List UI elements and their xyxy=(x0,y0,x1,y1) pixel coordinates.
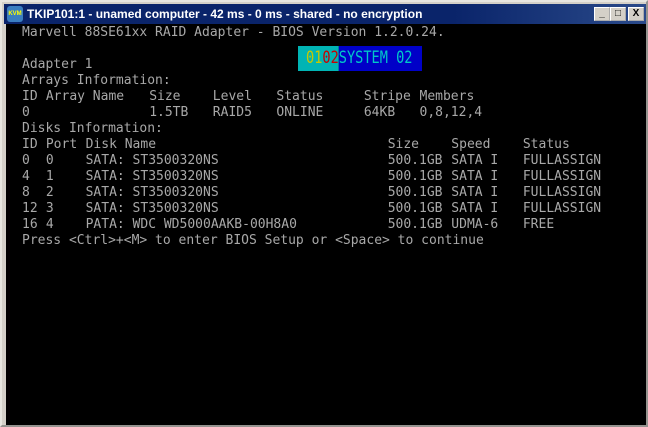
disk-row: 4 1 SATA: ST3500320NS 500.1GB SATA I FULLASSI… xyxy=(22,169,642,185)
array-row-cell: 64KB xyxy=(363,105,396,120)
disks-header-cell: Status xyxy=(522,137,570,152)
disk-row-cell: 0 xyxy=(22,153,30,168)
disk-row-cell: 500.1GB xyxy=(387,201,443,216)
array-row-cell: 0 xyxy=(22,105,30,120)
disk-row-cell: SATA I xyxy=(451,153,499,168)
disk-row-cell: 16 xyxy=(22,217,38,232)
badge-part1: 01 xyxy=(298,46,323,71)
arrays-header-cell: Level xyxy=(212,89,252,104)
disks-header-cell: ID xyxy=(22,137,38,152)
array-row-cell: RAID5 xyxy=(212,105,252,120)
disk-row-cell: FULLASSIGN xyxy=(522,153,602,168)
arrays-header-cell: Size xyxy=(149,89,181,104)
disk-row-cell: SATA I xyxy=(451,185,499,200)
disk-row-cell: FULLASSIGN xyxy=(522,169,602,184)
disk-row: 0 0 SATA: ST3500320NS 500.1GB SATA I FULLASSI… xyxy=(22,153,642,169)
disks-header: ID Port Disk Name Size Speed Status xyxy=(22,137,642,153)
maximize-button[interactable]: □ xyxy=(610,7,626,21)
array-row-cell: ONLINE xyxy=(276,105,324,120)
arrays-title: Arrays Information: xyxy=(22,73,171,88)
disk-row-cell: 500.1GB xyxy=(387,169,443,184)
disk-row-cell: 1 xyxy=(45,169,54,184)
disk-row-cell: 2 xyxy=(45,185,54,200)
disks-header-cell: Disk Name xyxy=(85,137,157,152)
disk-row-cell: SATA: ST3500320NS xyxy=(85,153,219,168)
array-row-cell: 1.5TB xyxy=(149,105,189,120)
minimize-button[interactable]: _ xyxy=(594,7,610,21)
disk-row-cell: FREE xyxy=(522,217,555,232)
disk-row-cell: 12 xyxy=(22,201,38,216)
disks-header-cell: Port xyxy=(45,137,78,152)
disk-row-cell: 500.1GB xyxy=(387,185,443,200)
disk-row: 8 2 SATA: ST3500320NS 500.1GB SATA I FULLASSI… xyxy=(22,185,642,201)
array-row-cell: 0,8,12,4 xyxy=(419,105,483,120)
badge-part2: 02 xyxy=(322,46,339,71)
window-title: TKIP101:1 - unamed computer - 42 ms - 0 … xyxy=(27,7,423,21)
disk-row-cell: SATA: ST3500320NS xyxy=(85,169,219,184)
disk-row-cell: 500.1GB xyxy=(387,217,443,232)
disks-header-cell: Size xyxy=(387,137,419,152)
system-badge: 0102SYSTEM 02 xyxy=(298,46,423,71)
title-bar[interactable]: KVM TKIP101:1 - unamed computer - 42 ms … xyxy=(4,4,646,24)
disk-row-cell: SATA I xyxy=(451,201,499,216)
arrays-header-cell: Array Name xyxy=(45,89,125,104)
disk-row-cell: 3 xyxy=(45,201,54,216)
remote-screen[interactable]: Marvell 88SE61xx RAID Adapter - BIOS Ver… xyxy=(6,24,646,425)
disk-row-cell: 4 xyxy=(45,217,54,232)
close-button[interactable]: X xyxy=(628,7,644,21)
arrays-header-cell: Members xyxy=(419,89,475,104)
disk-row-cell: SATA: ST3500320NS xyxy=(85,185,219,200)
disk-row-cell: SATA I xyxy=(451,169,499,184)
disk-row-cell: FULLASSIGN xyxy=(522,185,602,200)
arrays-header-cell: Stripe xyxy=(363,89,411,104)
disk-row-cell: 8 xyxy=(22,185,30,200)
disks-header-cell: Speed xyxy=(451,137,491,152)
disk-row-cell: FULLASSIGN xyxy=(522,201,602,216)
disk-row-cell: UDMA-6 xyxy=(451,217,499,232)
arrays-header: ID Array Name Size Level Status Stripe Members xyxy=(22,89,642,105)
disk-row-cell: 500.1GB xyxy=(387,153,443,168)
bios-header: Marvell 88SE61xx RAID Adapter - BIOS Ver… xyxy=(22,25,445,40)
disks-title: Disks Information: xyxy=(22,121,163,136)
adapter-label: Adapter 1 xyxy=(22,57,93,72)
badge-part3: SYSTEM 02 xyxy=(338,46,423,71)
array-row: 0 1.5TB RAID5 ONLINE 64KB 0,8,12,4 xyxy=(22,105,642,121)
bios-prompt: Press <Ctrl>+<M> to enter BIOS Setup or … xyxy=(22,233,484,248)
disk-row-cell: SATA: ST3500320NS xyxy=(85,201,219,216)
disk-row-cell: PATA: WDC WD5000AAKB-00H8A0 xyxy=(85,217,297,232)
disk-row-cell: 4 xyxy=(22,169,30,184)
kvm-icon: KVM xyxy=(7,6,23,22)
disk-row: 12 3 SATA: ST3500320NS 500.1GB SATA I FULLASS… xyxy=(22,201,642,217)
disk-row-cell: 0 xyxy=(45,153,54,168)
arrays-header-cell: ID xyxy=(22,89,38,104)
arrays-header-cell: Status xyxy=(276,89,324,104)
disk-row: 16 4 PATA: WDC WD5000AAKB-00H8A0 500.1GB UDM… xyxy=(22,217,642,233)
